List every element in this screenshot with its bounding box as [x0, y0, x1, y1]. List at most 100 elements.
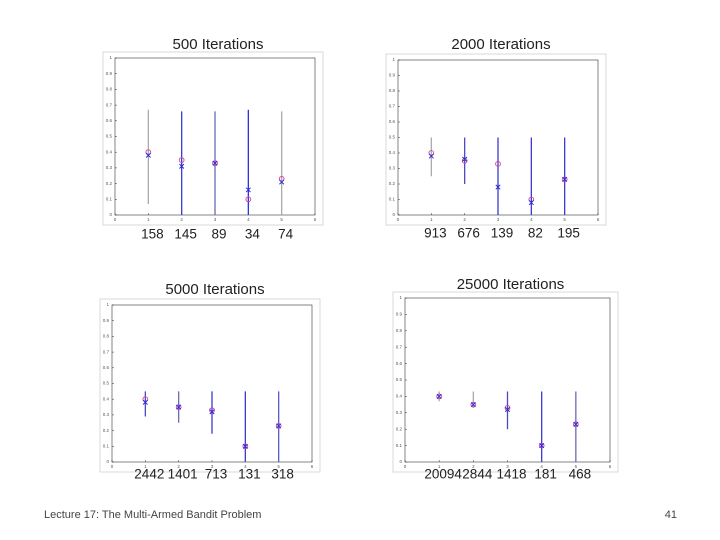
estimate-marker [145, 152, 151, 158]
estimate-marker [562, 176, 568, 182]
y-tick-label: 0.3 [389, 166, 396, 171]
true-mean-marker [212, 160, 218, 167]
y-tick-label: 0.1 [103, 443, 110, 448]
true-mean-marker [178, 157, 185, 163]
true-mean-marker [572, 421, 579, 428]
y-tick-label: 1 [109, 55, 112, 60]
y-tick-label: 0.6 [103, 365, 110, 370]
x-tick-label: 5 [277, 464, 280, 469]
y-tick-label: 0.5 [106, 134, 113, 139]
y-tick-label: 0.1 [389, 197, 396, 202]
pull-count: 1401 [168, 467, 198, 482]
estimate-marker [573, 421, 579, 427]
y-tick-label: 0.2 [396, 426, 403, 431]
true-mean-marker [461, 157, 468, 164]
y-tick-label: 0.9 [396, 312, 403, 317]
x-tick-label: 2 [463, 217, 466, 222]
pull-count: 195 [557, 226, 580, 241]
y-tick-label: 1 [399, 295, 402, 300]
estimate-marker [179, 163, 185, 169]
true-mean-marker [145, 149, 152, 156]
pull-count: 913 [424, 226, 447, 241]
y-tick-label: 0.3 [396, 410, 403, 415]
x-tick-label: 0 [404, 464, 407, 469]
estimate-marker [495, 184, 501, 190]
x-tick-label: 1 [438, 464, 441, 469]
estimate-marker [279, 179, 285, 185]
x-tick-label: 0 [114, 217, 117, 222]
x-tick-label: 1 [147, 217, 150, 222]
y-tick-label: 0.5 [103, 381, 110, 386]
figure-frame [99, 298, 321, 473]
true-mean-marker [504, 405, 511, 411]
y-tick-label: 0.5 [389, 135, 396, 140]
pull-count: 145 [174, 227, 197, 242]
y-tick-label: 0.4 [396, 394, 403, 399]
estimate-marker [245, 187, 251, 193]
y-tick-label: 0.4 [103, 396, 110, 401]
y-tick-label: 0.7 [106, 102, 113, 107]
estimate-marker [276, 423, 282, 429]
x-tick-label: 2 [180, 217, 183, 222]
true-mean-marker [245, 196, 252, 203]
true-mean-marker [278, 176, 285, 182]
estimate-marker [176, 404, 182, 410]
pull-count: 82 [528, 226, 543, 241]
y-tick-label: 1 [106, 302, 109, 307]
chart-title: 500 Iterations [173, 36, 264, 53]
estimate-marker [212, 160, 218, 166]
estimate-marker [242, 443, 248, 449]
pull-count: 34 [245, 227, 261, 242]
page-number: 41 [665, 509, 677, 521]
y-tick-label: 0 [392, 212, 395, 217]
true-mean-marker [561, 176, 568, 183]
y-tick-label: 1 [392, 57, 395, 62]
x-tick-label: 3 [214, 217, 217, 222]
true-mean-marker [275, 423, 282, 429]
pull-count: 181 [534, 467, 557, 482]
y-tick-label: 0.7 [389, 104, 396, 109]
estimate-marker [436, 393, 442, 399]
figure-frame [392, 291, 619, 473]
y-tick-label: 0.8 [389, 88, 396, 93]
x-tick-label: 4 [247, 217, 250, 222]
y-tick-label: 0.1 [106, 196, 113, 201]
y-tick-label: 0.9 [103, 318, 110, 323]
plot-area [404, 297, 611, 463]
estimate-marker [539, 443, 545, 449]
x-tick-label: 6 [314, 217, 317, 222]
y-tick-label: 0.4 [389, 150, 396, 155]
x-tick-label: 1 [430, 217, 433, 222]
y-tick-label: 0.9 [106, 71, 113, 76]
x-tick-label: 6 [311, 464, 314, 469]
y-tick-label: 0 [109, 212, 112, 217]
figure-frame [102, 51, 324, 226]
y-tick-label: 0.8 [103, 334, 110, 339]
true-mean-marker [495, 161, 501, 167]
x-tick-label: 6 [609, 464, 612, 469]
figure-frame [385, 53, 607, 226]
pull-count: 89 [211, 227, 226, 242]
x-tick-label: 3 [506, 464, 509, 469]
x-tick-label: 3 [497, 217, 500, 222]
true-mean-marker [142, 396, 149, 403]
y-tick-label: 0.5 [396, 377, 403, 382]
y-tick-label: 0.6 [389, 119, 396, 124]
estimate-marker [528, 200, 534, 206]
y-tick-label: 0.8 [106, 87, 113, 92]
y-tick-label: 0.3 [103, 412, 110, 417]
x-tick-label: 5 [563, 217, 566, 222]
true-mean-marker [209, 407, 215, 414]
y-tick-label: 0 [399, 459, 402, 464]
estimate-marker [142, 399, 148, 405]
pull-count: 74 [278, 227, 294, 242]
true-mean-marker [242, 443, 249, 450]
estimate-marker [209, 409, 215, 415]
pull-count: 1418 [496, 467, 526, 482]
x-tick-label: 0 [111, 464, 114, 469]
chart-title: 2000 Iterations [451, 36, 550, 53]
x-tick-label: 2 [177, 464, 180, 469]
chart-title: 5000 Iterations [165, 281, 264, 298]
pull-count: 158 [141, 227, 164, 242]
